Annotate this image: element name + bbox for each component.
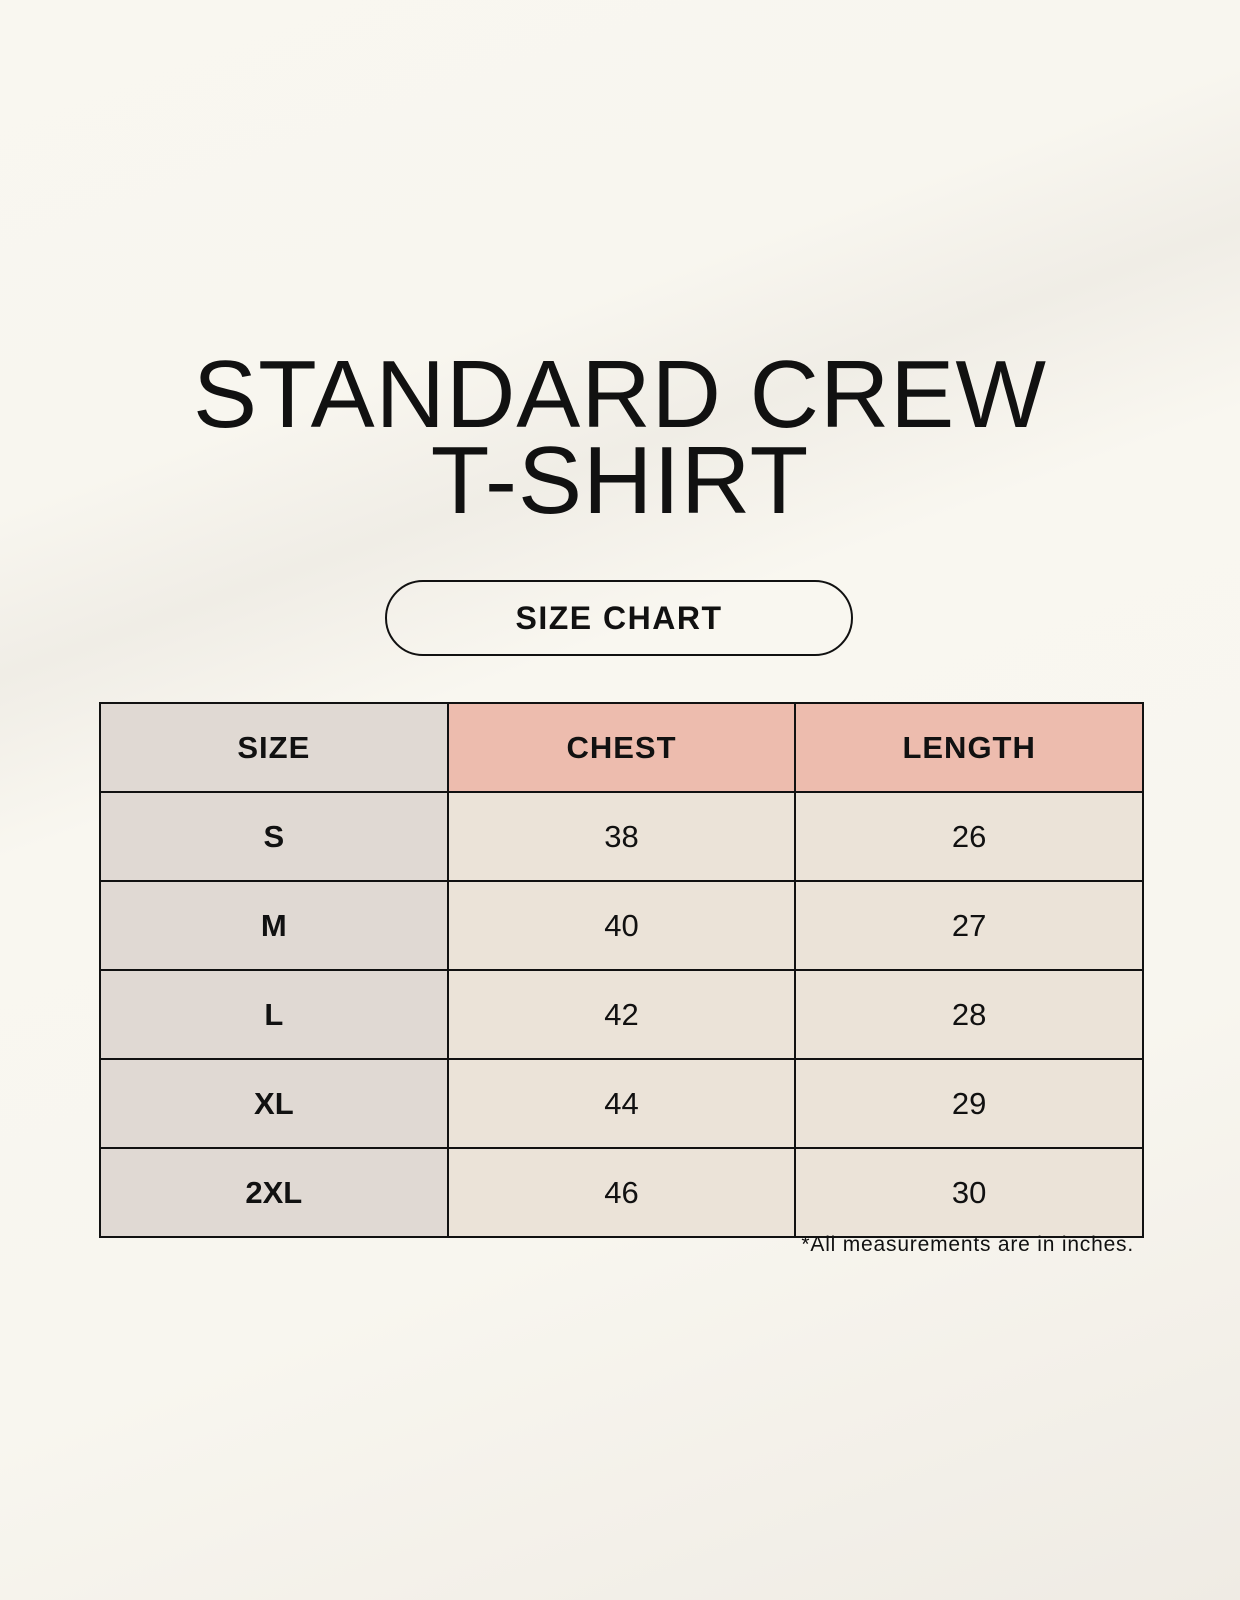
chest-cell: 40 [446,880,797,971]
header-length: LENGTH [794,702,1144,793]
size-cell: XL [99,1058,449,1149]
length-cell: 26 [794,791,1144,882]
length-cell: 27 [794,880,1144,971]
header-chest: CHEST [446,702,797,793]
page-title: STANDARD CREW T-SHIRT [0,341,1240,534]
table-row: L 42 28 [99,969,1144,1060]
size-cell: 2XL [99,1147,449,1238]
chest-cell: 42 [446,969,797,1060]
chest-cell: 38 [446,791,797,882]
chest-cell: 44 [446,1058,797,1149]
table-row: M 40 27 [99,880,1144,971]
size-table: SIZE CHEST LENGTH S 38 26 M 40 27 L 42 28 XL 44 29 2… [99,702,1144,1238]
length-cell: 28 [794,969,1144,1060]
length-cell: 29 [794,1058,1144,1149]
size-chart-badge: SIZE CHART [385,580,853,656]
table-row: XL 44 29 [99,1058,1144,1149]
length-cell: 30 [794,1147,1144,1238]
table-row: S 38 26 [99,791,1144,882]
chest-cell: 46 [446,1147,797,1238]
title-line-1: STANDARD CREW [193,341,1047,448]
size-cell: S [99,791,449,882]
header-size: SIZE [99,702,449,793]
footnote: *All measurements are in inches. [801,1233,1134,1256]
title-line-2: T-SHIRT [430,427,810,534]
size-cell: L [99,969,449,1060]
table-header-row: SIZE CHEST LENGTH [99,702,1144,793]
size-cell: M [99,880,449,971]
table-row: 2XL 46 30 [99,1147,1144,1238]
